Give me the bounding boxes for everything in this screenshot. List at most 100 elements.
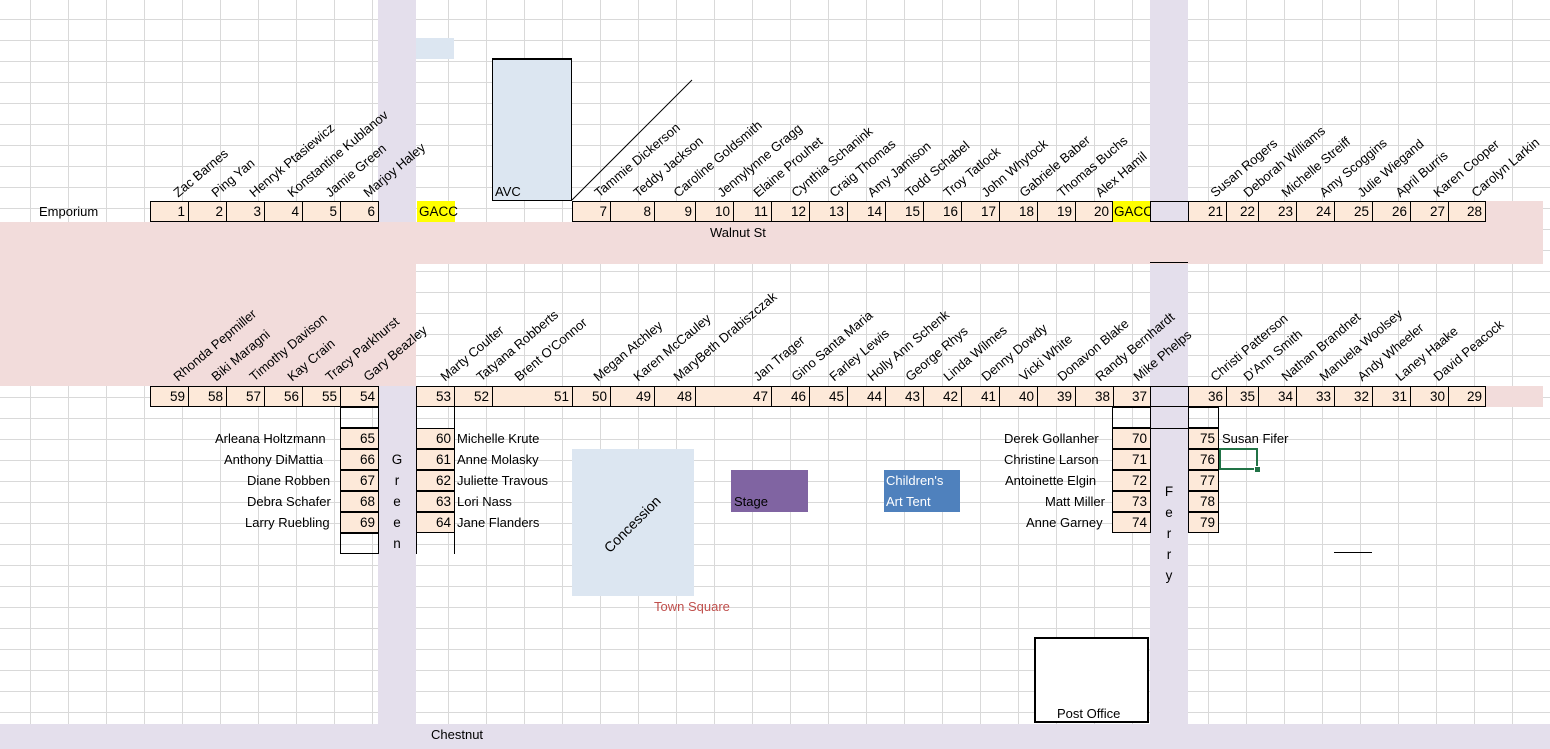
booth-number[interactable]: 36 [1188,386,1227,407]
booth-number[interactable]: 67 [340,470,379,491]
booth-number[interactable]: 69 [340,512,379,533]
booth-number[interactable]: 15 [885,201,924,222]
booth-number[interactable]: 38 [1075,386,1114,407]
booth-number[interactable]: 34 [1258,386,1297,407]
ferry-top-empty-cell[interactable] [1150,201,1189,222]
booth-number[interactable]: 11 [733,201,772,222]
booth-number[interactable]: 9 [654,201,696,222]
booth-number[interactable]: 73 [1112,491,1151,512]
booth-number[interactable]: 52 [454,386,493,407]
booth-number[interactable]: 60 [416,428,455,449]
booth-number[interactable]: 55 [302,386,341,407]
booth-number[interactable]: 54 [340,386,379,407]
booth-number[interactable]: 22 [1226,201,1259,222]
booth-number[interactable]: 12 [771,201,810,222]
booth-number[interactable]: 58 [188,386,227,407]
booth-number[interactable]: 18 [999,201,1038,222]
ferry-street [1150,0,1188,725]
booth-number[interactable]: 10 [695,201,734,222]
booth-number[interactable]: 53 [416,386,455,407]
vendor-name: Matt Miller [1045,494,1105,509]
booth-number[interactable]: 8 [610,201,655,222]
booth-number[interactable]: 6 [340,201,379,222]
booth-number[interactable]: 43 [885,386,924,407]
booth-number[interactable]: 75 [1188,428,1219,449]
booth-number[interactable]: 23 [1258,201,1297,222]
booth-number[interactable]: 35 [1226,386,1259,407]
booth-number[interactable]: 24 [1296,201,1335,222]
walnut-east-edge-bottom [1485,386,1543,407]
booth-number[interactable]: 77 [1188,470,1219,491]
fill-handle[interactable] [1254,466,1261,473]
booth-number[interactable]: 17 [961,201,1000,222]
booth-number[interactable]: 76 [1188,449,1219,470]
booth-number[interactable]: 20 [1075,201,1113,222]
booth-number[interactable]: 7 [572,201,611,222]
booth-number[interactable]: 56 [264,386,303,407]
booth-number[interactable]: 1 [150,201,189,222]
booth-number[interactable]: 3 [226,201,265,222]
booth-number[interactable]: 47 [695,386,772,407]
booth-number[interactable]: 21 [1188,201,1227,222]
booth-number[interactable]: 39 [1037,386,1076,407]
booth-number[interactable]: 19 [1037,201,1076,222]
booth-empty[interactable] [416,533,455,554]
booth-number[interactable]: 37 [1113,386,1151,407]
booth-empty[interactable] [340,533,379,554]
selected-cell[interactable] [1219,448,1258,470]
booth-number[interactable]: 51 [492,386,573,407]
booth-number[interactable]: 30 [1410,386,1449,407]
booth-number[interactable]: 50 [572,386,611,407]
walnut-street [0,222,1543,264]
booth-number[interactable]: 45 [809,386,848,407]
booth-number[interactable]: 66 [340,449,379,470]
booth-number[interactable]: 70 [1112,428,1151,449]
post-office-block [1034,637,1149,723]
booth-number[interactable]: 29 [1448,386,1486,407]
emporium-label: Emporium [39,204,99,219]
booth-number[interactable]: 44 [847,386,886,407]
ferry-bottom-empty-cell[interactable] [1150,386,1189,407]
booth-number[interactable]: 4 [264,201,303,222]
booth-number[interactable]: 27 [1410,201,1449,222]
booth-empty[interactable] [1112,407,1151,428]
booth-number[interactable]: 79 [1188,512,1219,533]
booth-empty[interactable] [416,407,455,428]
booth-number[interactable]: 26 [1372,201,1411,222]
booth-number[interactable]: 72 [1112,470,1151,491]
booth-number[interactable]: 16 [923,201,962,222]
booth-number[interactable]: 28 [1448,201,1486,222]
booth-number[interactable]: 48 [654,386,696,407]
street-letter: n [393,536,401,551]
booth-number[interactable]: 14 [847,201,886,222]
street-letter: y [1165,568,1173,583]
booth-number[interactable]: 59 [150,386,189,407]
booth-empty[interactable] [1188,407,1219,428]
booth-number[interactable]: 78 [1188,491,1219,512]
booth-number[interactable]: 31 [1372,386,1411,407]
town-square-label: Town Square [654,599,730,614]
booth-number[interactable]: 25 [1334,201,1373,222]
booth-number[interactable]: 46 [771,386,810,407]
booth-number[interactable]: 13 [809,201,848,222]
booth-number[interactable]: 61 [416,449,455,470]
booth-number[interactable]: 74 [1112,512,1151,533]
booth-number[interactable]: 33 [1296,386,1335,407]
booth-number[interactable]: 40 [999,386,1038,407]
booth-number[interactable]: 65 [340,428,379,449]
booth-empty[interactable] [340,407,379,428]
booth-number[interactable]: 71 [1112,449,1151,470]
street-letter: r [1166,547,1172,562]
booth-number[interactable]: 42 [923,386,962,407]
booth-number[interactable]: 32 [1334,386,1373,407]
booth-number[interactable]: 63 [416,491,455,512]
booth-number[interactable]: 68 [340,491,379,512]
booth-number[interactable]: 5 [302,201,341,222]
booth-number[interactable]: 41 [961,386,1000,407]
booth-number[interactable]: 2 [188,201,227,222]
booth-number[interactable]: 64 [416,512,455,533]
booth-number[interactable]: 57 [226,386,265,407]
booth-number[interactable]: 49 [610,386,655,407]
booth-number[interactable]: 62 [416,470,455,491]
